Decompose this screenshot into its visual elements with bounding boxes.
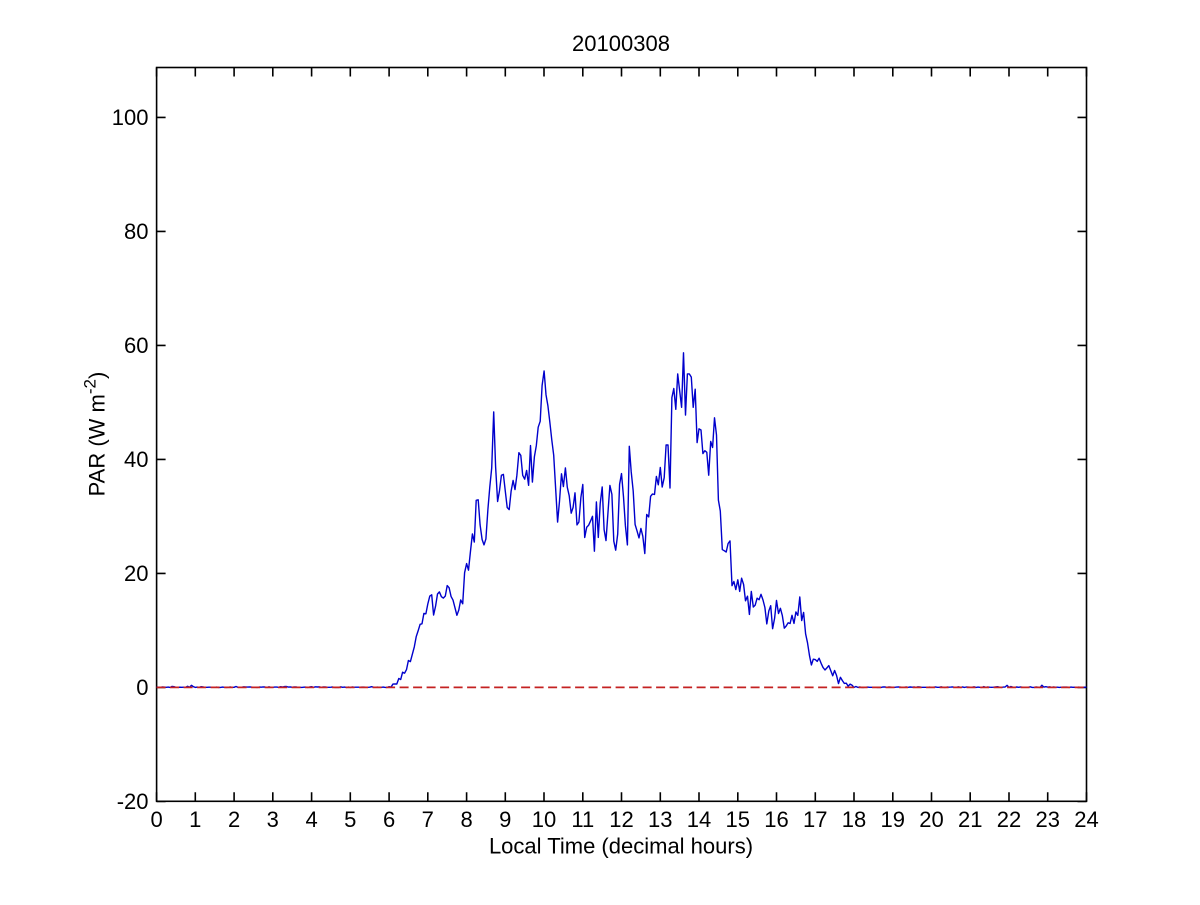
svg-text:8: 8 xyxy=(460,807,472,832)
svg-text:4: 4 xyxy=(305,807,317,832)
svg-text:19: 19 xyxy=(881,807,905,832)
svg-text:9: 9 xyxy=(499,807,511,832)
svg-text:2: 2 xyxy=(228,807,240,832)
svg-text:24: 24 xyxy=(1074,807,1098,832)
svg-text:20: 20 xyxy=(124,561,148,586)
svg-text:80: 80 xyxy=(124,219,148,244)
svg-text:11: 11 xyxy=(571,807,594,832)
svg-text:12: 12 xyxy=(609,807,633,832)
svg-text:60: 60 xyxy=(124,333,148,358)
svg-text:16: 16 xyxy=(764,807,788,832)
svg-text:1: 1 xyxy=(189,807,201,832)
svg-text:5: 5 xyxy=(344,807,356,832)
svg-text:23: 23 xyxy=(1035,807,1059,832)
svg-text:PAR (W m-2): PAR (W m-2) xyxy=(81,372,110,497)
svg-text:14: 14 xyxy=(687,807,711,832)
svg-text:18: 18 xyxy=(842,807,866,832)
svg-text:-20: -20 xyxy=(117,789,149,814)
svg-text:0: 0 xyxy=(136,675,148,700)
svg-text:21: 21 xyxy=(958,807,982,832)
svg-text:20100308: 20100308 xyxy=(572,31,670,56)
svg-text:100: 100 xyxy=(112,105,149,130)
svg-text:10: 10 xyxy=(532,807,556,832)
svg-text:0: 0 xyxy=(150,807,162,832)
svg-text:13: 13 xyxy=(648,807,672,832)
svg-text:7: 7 xyxy=(422,807,434,832)
svg-text:3: 3 xyxy=(267,807,279,832)
svg-text:6: 6 xyxy=(383,807,395,832)
svg-text:Local Time (decimal hours): Local Time (decimal hours) xyxy=(489,834,753,859)
svg-text:40: 40 xyxy=(124,447,148,472)
svg-text:17: 17 xyxy=(803,807,827,832)
svg-text:15: 15 xyxy=(726,807,750,832)
svg-text:20: 20 xyxy=(919,807,943,832)
svg-text:22: 22 xyxy=(997,807,1021,832)
